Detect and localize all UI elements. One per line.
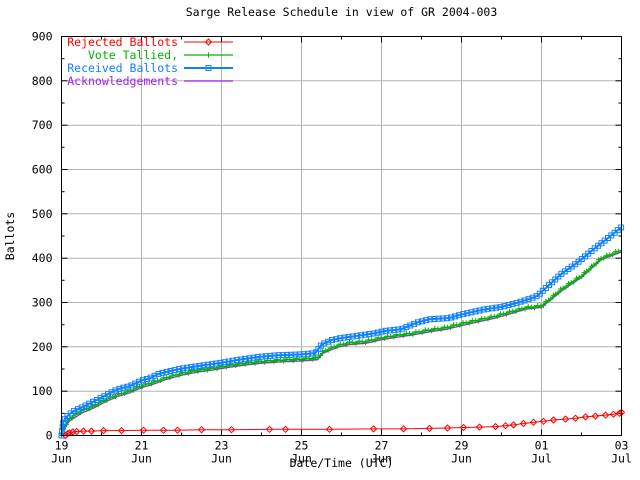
y-tick-label: 200 <box>32 340 53 354</box>
x-tick-label-month: Jun <box>51 452 72 466</box>
y-tick-label: 0 <box>46 429 53 443</box>
series-vote-tallied <box>58 248 622 439</box>
legend-label: Acknowledgements <box>67 74 178 88</box>
chart-title: Sarge Release Schedule in view of GR 200… <box>186 5 498 19</box>
plot-border <box>61 36 622 436</box>
x-tick-label-day: 23 <box>215 439 229 453</box>
x-tick-label-month: Jun <box>291 452 312 466</box>
x-tick-label-day: 19 <box>55 439 69 453</box>
axis-ticks <box>61 36 622 436</box>
series-received-ballots <box>58 224 625 439</box>
legend-item-received-ballots: Received Ballots <box>67 61 233 75</box>
legend-item-acknowledgements: Acknowledgements <box>67 74 233 88</box>
y-tick-label: 400 <box>32 251 53 265</box>
y-tick-label: 600 <box>32 163 53 177</box>
x-tick-label-month: Jun <box>131 452 152 466</box>
y-tick-label: 900 <box>32 30 53 44</box>
y-axis-label: Ballots <box>3 212 17 260</box>
x-tick-label-month: Jun <box>371 452 392 466</box>
x-tick-label-month: Jul <box>611 452 632 466</box>
legend-item-rejected-ballots: Rejected Ballots <box>67 35 233 49</box>
y-tick-label: 500 <box>32 207 53 221</box>
x-tick-label-month: Jul <box>531 452 552 466</box>
x-tick-label-day: 03 <box>615 439 629 453</box>
series-rejected-ballots <box>61 408 626 440</box>
x-tick-label-day: 25 <box>295 439 309 453</box>
x-axis-label: Date/Time (UTC) <box>290 456 394 470</box>
x-tick-label-day: 21 <box>135 439 149 453</box>
x-tick-label-day: 01 <box>535 439 549 453</box>
y-tick-label: 700 <box>32 118 53 132</box>
y-tick-label: 800 <box>32 74 53 88</box>
gridlines <box>61 36 622 436</box>
x-tick-label-month: Jun <box>451 452 472 466</box>
legend-item-vote-tallied: Vote Tallied, <box>88 48 233 62</box>
x-tick-label-month: Jun <box>211 452 232 466</box>
y-tick-label: 100 <box>32 384 53 398</box>
legend-label: Received Ballots <box>67 61 178 75</box>
y-tick-label: 300 <box>32 296 53 310</box>
x-tick-label-day: 29 <box>455 439 469 453</box>
legend-label: Vote Tallied, <box>88 48 178 62</box>
x-tick-label-day: 27 <box>375 439 389 453</box>
legend-label: Rejected Ballots <box>67 35 178 49</box>
